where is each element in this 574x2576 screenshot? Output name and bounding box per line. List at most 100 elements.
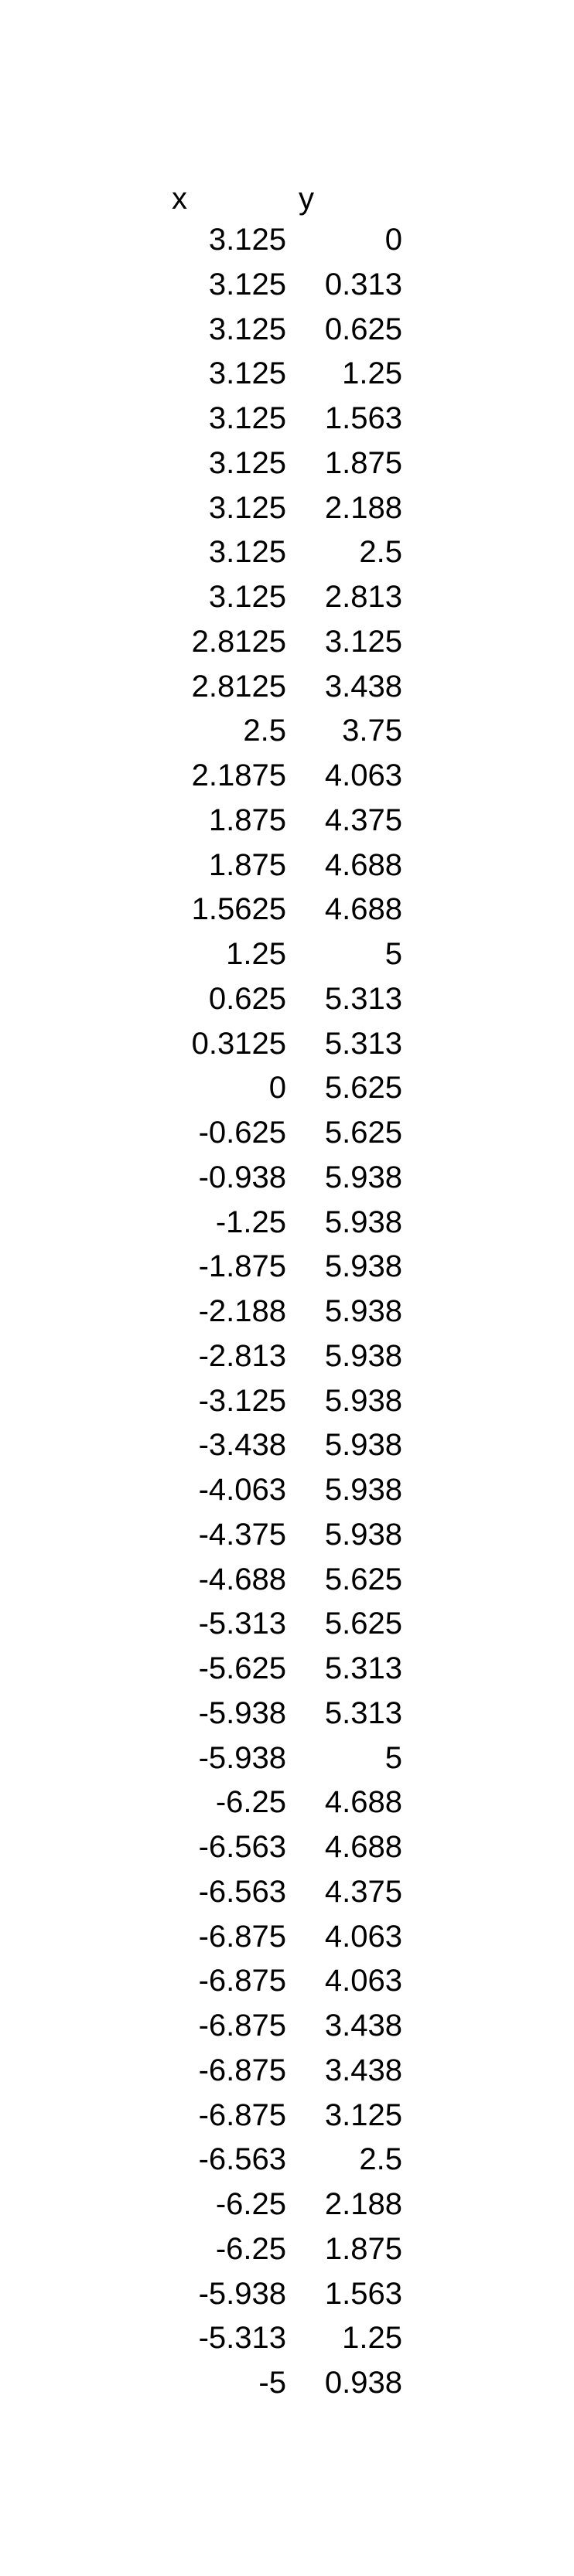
cell-x[interactable]: 3.125 xyxy=(208,445,286,480)
cell-y[interactable]: 1.875 xyxy=(324,445,402,480)
cell-y[interactable]: 5.625 xyxy=(324,1071,402,1106)
cell-y[interactable]: 0.313 xyxy=(324,267,402,302)
cell-y[interactable]: 5.625 xyxy=(324,1607,402,1641)
cell-y[interactable]: 3.438 xyxy=(324,2053,402,2087)
cell-y[interactable]: 5.313 xyxy=(324,1026,402,1061)
cell-y[interactable]: 4.375 xyxy=(324,802,402,837)
cell-y[interactable]: 5 xyxy=(384,937,402,971)
cell-x[interactable]: 3.125 xyxy=(208,267,286,302)
cell-y[interactable]: 1.25 xyxy=(342,356,402,391)
cell-x[interactable]: 2.1875 xyxy=(191,758,286,792)
cell-x[interactable]: -6.563 xyxy=(198,1830,286,1864)
cell-x[interactable]: 1.5625 xyxy=(191,892,286,927)
cell-x[interactable]: -5.938 xyxy=(198,2276,286,2311)
cell-x[interactable]: 0.3125 xyxy=(191,1026,286,1061)
cell-x[interactable]: 2.5 xyxy=(243,714,286,748)
cell-y[interactable]: 0 xyxy=(384,223,402,257)
cell-y[interactable]: 4.688 xyxy=(324,892,402,927)
cell-y[interactable]: 3.438 xyxy=(324,669,402,704)
cell-y[interactable]: 4.375 xyxy=(324,1874,402,1909)
cell-y[interactable]: 4.688 xyxy=(324,1830,402,1864)
cell-y[interactable]: 4.063 xyxy=(324,1919,402,1954)
column-header-y[interactable]: y xyxy=(299,182,314,216)
cell-x[interactable]: 1.875 xyxy=(208,802,286,837)
cell-y[interactable]: 5.938 xyxy=(324,1205,402,1239)
cell-y[interactable]: 5.938 xyxy=(324,1338,402,1373)
cell-x[interactable]: -6.875 xyxy=(198,1964,286,1998)
cell-x[interactable]: -1.875 xyxy=(198,1249,286,1284)
cell-x[interactable]: 3.125 xyxy=(208,401,286,435)
cell-y[interactable]: 4.688 xyxy=(324,1785,402,1820)
cell-y[interactable]: 5.938 xyxy=(324,1428,402,1463)
cell-x[interactable]: -6.875 xyxy=(198,2097,286,2132)
cell-x[interactable]: -6.875 xyxy=(198,2053,286,2087)
cell-y[interactable]: 5 xyxy=(384,1740,402,1775)
cell-x[interactable]: -3.438 xyxy=(198,1428,286,1463)
cell-x[interactable]: -1.25 xyxy=(215,1205,286,1239)
cell-y[interactable]: 4.063 xyxy=(324,1964,402,1998)
cell-x[interactable]: -6.563 xyxy=(198,1874,286,1909)
cell-y[interactable]: 5.313 xyxy=(324,981,402,1016)
cell-y[interactable]: 3.438 xyxy=(324,2009,402,2043)
cell-y[interactable]: 2.5 xyxy=(359,535,402,570)
cell-y[interactable]: 5.625 xyxy=(324,1116,402,1150)
cell-x[interactable]: -2.188 xyxy=(198,1294,286,1328)
cell-x[interactable]: -5.313 xyxy=(198,1607,286,1641)
cell-y[interactable]: 1.563 xyxy=(324,2276,402,2311)
cell-x[interactable]: -5 xyxy=(258,2366,286,2400)
cell-x[interactable]: 0 xyxy=(268,1071,286,1106)
cell-y[interactable]: 2.188 xyxy=(324,2187,402,2221)
cell-y[interactable]: 5.938 xyxy=(324,1383,402,1418)
cell-y[interactable]: 5.938 xyxy=(324,1517,402,1552)
cell-x[interactable]: 3.125 xyxy=(208,356,286,391)
cell-y[interactable]: 2.5 xyxy=(359,2142,402,2177)
cell-y[interactable]: 4.688 xyxy=(324,847,402,882)
cell-x[interactable]: -5.938 xyxy=(198,1740,286,1775)
cell-x[interactable]: 3.125 xyxy=(208,490,286,525)
cell-y[interactable]: 3.125 xyxy=(324,2097,402,2132)
cell-y[interactable]: 5.938 xyxy=(324,1473,402,1507)
cell-x[interactable]: 2.8125 xyxy=(191,669,286,704)
cell-x[interactable]: 0.625 xyxy=(208,981,286,1016)
cell-x[interactable]: -4.375 xyxy=(198,1517,286,1552)
cell-x[interactable]: 3.125 xyxy=(208,580,286,614)
cell-x[interactable]: 3.125 xyxy=(208,223,286,257)
cell-x[interactable]: -0.938 xyxy=(198,1160,286,1194)
cell-y[interactable]: 5.938 xyxy=(324,1160,402,1194)
cell-x[interactable]: 3.125 xyxy=(208,312,286,346)
cell-y[interactable]: 2.813 xyxy=(324,580,402,614)
cell-x[interactable]: -4.688 xyxy=(198,1562,286,1596)
cell-y[interactable]: 5.938 xyxy=(324,1249,402,1284)
cell-y[interactable]: 5.625 xyxy=(324,1562,402,1596)
cell-x[interactable]: 1.25 xyxy=(226,937,286,971)
cell-y[interactable]: 5.313 xyxy=(324,1651,402,1685)
cell-y[interactable]: 5.313 xyxy=(324,1695,402,1730)
cell-y[interactable]: 1.25 xyxy=(342,2321,402,2356)
cell-x[interactable]: -6.25 xyxy=(215,2187,286,2221)
cell-y[interactable]: 0.938 xyxy=(324,2366,402,2400)
cell-x[interactable]: -4.063 xyxy=(198,1473,286,1507)
cell-y[interactable]: 2.188 xyxy=(324,490,402,525)
cell-x[interactable]: 3.125 xyxy=(208,535,286,570)
cell-x[interactable]: -6.875 xyxy=(198,1919,286,1954)
cell-x[interactable]: 1.875 xyxy=(208,847,286,882)
cell-x[interactable]: -6.875 xyxy=(198,2009,286,2043)
cell-y[interactable]: 4.063 xyxy=(324,758,402,792)
cell-x[interactable]: -5.313 xyxy=(198,2321,286,2356)
cell-x[interactable]: -6.563 xyxy=(198,2142,286,2177)
cell-y[interactable]: 5.938 xyxy=(324,1294,402,1328)
cell-x[interactable]: -6.25 xyxy=(215,2231,286,2266)
cell-x[interactable]: -6.25 xyxy=(215,1785,286,1820)
cell-y[interactable]: 1.563 xyxy=(324,401,402,435)
cell-x[interactable]: -3.125 xyxy=(198,1383,286,1418)
cell-x[interactable]: 2.8125 xyxy=(191,624,286,659)
cell-x[interactable]: -5.625 xyxy=(198,1651,286,1685)
column-header-x[interactable]: x xyxy=(172,182,187,216)
cell-y[interactable]: 1.875 xyxy=(324,2231,402,2266)
cell-x[interactable]: -0.625 xyxy=(198,1116,286,1150)
cell-y[interactable]: 0.625 xyxy=(324,312,402,346)
cell-x[interactable]: -5.938 xyxy=(198,1695,286,1730)
cell-y[interactable]: 3.125 xyxy=(324,624,402,659)
cell-x[interactable]: -2.813 xyxy=(198,1338,286,1373)
cell-y[interactable]: 3.75 xyxy=(342,714,402,748)
